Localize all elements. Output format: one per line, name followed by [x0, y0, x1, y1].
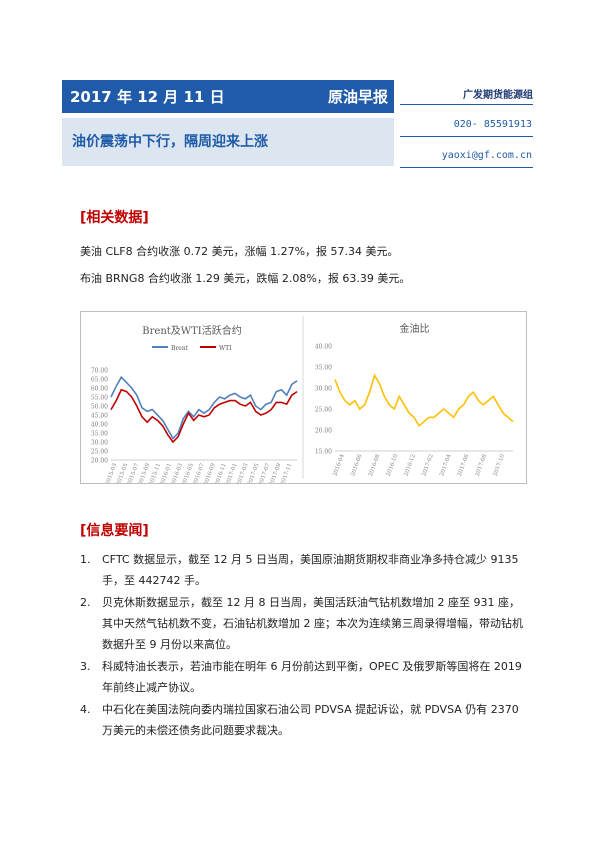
y-tick-label: 70.00: [91, 368, 108, 375]
news-item: 4. 中石化在美国法院向委内瑞拉国家石油公司 PDVSA 提起诉讼，就 PDVSA…: [80, 699, 530, 741]
x-tick-label: 2017-04: [439, 453, 453, 477]
y-tick-label: 25.00: [91, 449, 108, 456]
y-tick-label: 40.00: [91, 422, 108, 429]
report-date-bar: 2017 年 12 月 11 日 原油早报: [62, 80, 394, 113]
news-text: 中石化在美国法院向委内瑞拉国家石油公司 PDVSA 提起诉讼，就 PDVSA 仍…: [102, 703, 519, 737]
news-item: 3. 科威特油长表示，若油市能在明年 6 月份前达到平衡，OPEC 及俄罗斯等国将…: [80, 656, 530, 698]
divider: [400, 136, 533, 137]
x-tick-label: 2016-12: [404, 454, 417, 478]
series-line-brent: [110, 375, 298, 440]
y-tick-label: 35.00: [315, 365, 332, 372]
phone-number: 020- 85591913: [453, 119, 532, 130]
x-tick-label: 2016-04: [332, 453, 346, 477]
y-tick-label: 20.00: [91, 458, 108, 465]
news-text: 科威特油长表示，若油市能在明年 6 月份前达到平衡，OPEC 及俄罗斯等国将在 …: [102, 660, 522, 694]
y-tick-label: 30.00: [91, 440, 108, 447]
chart-title: 金油比: [400, 322, 430, 335]
report-title: 原油早报: [327, 88, 388, 106]
x-tick-label: 2016-10: [386, 453, 400, 477]
y-tick-label: 25.00: [315, 407, 332, 414]
legend-label: Brent: [171, 345, 189, 352]
y-tick-label: 50.00: [91, 404, 108, 411]
org-name: 广发期货能源组: [463, 90, 533, 101]
data-line-brent: 布油 BRNG8 合约收涨 1.29 美元，跌幅 2.08%，报 63.39 美…: [80, 272, 411, 285]
y-tick-label: 65.00: [91, 377, 108, 384]
divider: [400, 104, 533, 105]
news-number: 3.: [80, 660, 91, 673]
email-link[interactable]: yaoxi@gf.com.cn: [441, 150, 532, 161]
series-line-wti: [110, 388, 298, 444]
news-list: 1. CFTC 数据显示，截至 12 月 5 日当周，美国原油期货期权非商业净多持…: [80, 549, 530, 742]
y-tick-label: 60.00: [91, 386, 108, 393]
chart-title: Brent及WTI活跃合约: [142, 324, 241, 337]
x-tick-label: 2017-06: [457, 453, 471, 477]
series-line-ratio: [334, 373, 514, 428]
headline: 油价震荡中下行，隔周迎来上涨: [72, 134, 268, 150]
news-number: 4.: [80, 703, 91, 716]
x-tick-label: 2016-08: [368, 453, 382, 477]
x-tick-label: 2016-06: [350, 453, 364, 477]
news-item: 1. CFTC 数据显示，截至 12 月 5 日当周，美国原油期货期权非商业净多持…: [80, 549, 530, 591]
news-section-title: [信息要闻]: [80, 523, 149, 539]
news-text: 贝克休斯数据显示，截至 12 月 8 日当周，美国活跃油气钻机数增加 2 座至 …: [102, 596, 523, 651]
legend-label: WTI: [219, 345, 232, 352]
y-tick-label: 55.00: [91, 395, 108, 402]
divider: [400, 167, 533, 168]
x-tick-label: 2017-08: [475, 453, 489, 477]
headline-bar: 油价震荡中下行，隔周迎来上涨: [62, 118, 394, 166]
x-tick-label: 2017-02: [421, 454, 434, 478]
data-line-wti: 美油 CLF8 合约收涨 0.72 美元，涨幅 1.27%，报 57.34 美元…: [80, 245, 399, 258]
news-text: CFTC 数据显示，截至 12 月 5 日当周，美国原油期货期权非商业净多持仓减…: [102, 553, 519, 587]
y-tick-label: 15.00: [315, 449, 332, 456]
y-tick-label: 45.00: [91, 413, 108, 420]
y-tick-label: 30.00: [315, 386, 332, 393]
news-number: 2.: [80, 596, 91, 609]
y-tick-label: 20.00: [315, 428, 332, 435]
y-tick-label: 35.00: [91, 431, 108, 438]
charts-panel: Brent及WTI活跃合约 70.00 65.00 60.00 55.00 50.00 45…: [80, 311, 527, 484]
charts-svg: Brent及WTI活跃合约 70.00 65.00 60.00 55.00 50.00 45…: [91, 316, 514, 483]
report-date: 2017 年 12 月 11 日: [70, 88, 225, 106]
news-number: 1.: [80, 553, 91, 566]
news-item: 2. 贝克休斯数据显示，截至 12 月 8 日当周，美国活跃油气钻机数增加 2 座…: [80, 592, 530, 655]
data-section-title: [相关数据]: [80, 210, 149, 226]
y-tick-label: 40.00: [315, 344, 332, 351]
x-tick-label: 2017-10: [493, 453, 507, 477]
